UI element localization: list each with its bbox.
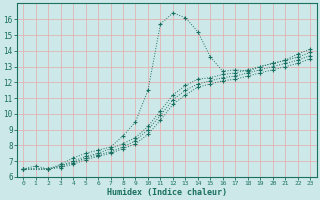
X-axis label: Humidex (Indice chaleur): Humidex (Indice chaleur) [107,188,227,197]
